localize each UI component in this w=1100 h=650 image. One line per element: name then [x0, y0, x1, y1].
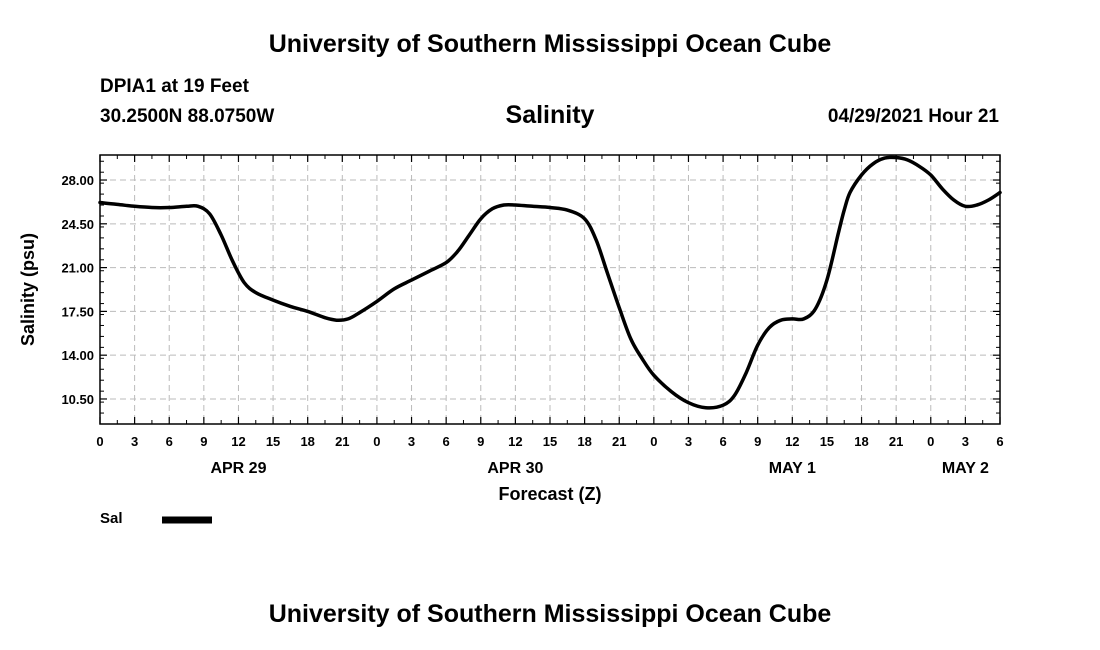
- y-tick-label: 14.00: [61, 348, 94, 363]
- x-tick-label: 21: [612, 434, 626, 449]
- grid-lines: [100, 155, 1000, 424]
- page-title-bottom: University of Southern Mississippi Ocean…: [268, 600, 832, 628]
- x-tick-label: 6: [719, 434, 726, 449]
- x-tick-label: 0: [927, 434, 934, 449]
- station-name: DPIA1 at 19 Feet: [100, 76, 249, 97]
- chart-title: Salinity: [505, 101, 595, 129]
- x-tick-label: 3: [131, 434, 138, 449]
- forecast-datetime: 04/29/2021 Hour 21: [827, 106, 999, 127]
- x-tick-labels: 0 3 6 9 12 15 18 21 0 3 6 9 12 15 18 21 0 3 6 9 12 15 18 21 0 3 6: [96, 434, 1003, 449]
- station-coords: 30.2500N 88.0750W: [100, 106, 275, 127]
- x-tick-label: 3: [685, 434, 692, 449]
- x-tick-label: 6: [443, 434, 450, 449]
- x-tick-label: 0: [650, 434, 657, 449]
- page-title-top: University of Southern Mississippi Ocean…: [268, 30, 832, 58]
- x-tick-label: 9: [754, 434, 761, 449]
- date-label: APR 30: [487, 460, 543, 477]
- x-tick-label: 6: [996, 434, 1003, 449]
- x-tick-label: 12: [231, 434, 245, 449]
- x-tick-label: 0: [96, 434, 103, 449]
- y-tick-label: 28.00: [61, 173, 94, 188]
- y-tick-label: 21.00: [61, 261, 94, 276]
- x-tick-label: 9: [477, 434, 484, 449]
- axis-ticks: [99, 155, 1001, 425]
- date-label: MAY 2: [942, 460, 989, 477]
- x-tick-label: 21: [335, 434, 349, 449]
- legend-label-sal: Sal: [100, 510, 123, 527]
- y-axis-title: Salinity (psu): [18, 233, 38, 346]
- x-tick-label: 21: [889, 434, 903, 449]
- x-tick-label: 3: [962, 434, 969, 449]
- x-tick-label: 18: [577, 434, 591, 449]
- y-tick-label: 17.50: [61, 304, 94, 319]
- date-label: MAY 1: [769, 460, 816, 477]
- x-tick-label: 0: [373, 434, 380, 449]
- x-axis-title: Forecast (Z): [498, 484, 601, 504]
- y-tick-label: 24.50: [61, 217, 94, 232]
- series-line-sal: [98, 155, 1002, 410]
- x-tick-label: 18: [300, 434, 314, 449]
- x-tick-label: 18: [854, 434, 868, 449]
- date-labels: APR 29 APR 30 MAY 1 MAY 2: [210, 460, 989, 477]
- x-tick-label: 9: [200, 434, 207, 449]
- date-label: APR 29: [210, 460, 266, 477]
- y-tick-label: 10.50: [61, 392, 94, 407]
- y-tick-labels: 10.50 14.00 17.50 21.00 24.50 28.00: [61, 173, 94, 407]
- x-tick-label: 3: [408, 434, 415, 449]
- x-tick-label: 15: [543, 434, 557, 449]
- x-tick-label: 15: [266, 434, 280, 449]
- x-tick-label: 12: [785, 434, 799, 449]
- x-tick-label: 12: [508, 434, 522, 449]
- x-tick-label: 6: [166, 434, 173, 449]
- x-tick-label: 15: [820, 434, 834, 449]
- plot-frame: [99, 154, 1001, 425]
